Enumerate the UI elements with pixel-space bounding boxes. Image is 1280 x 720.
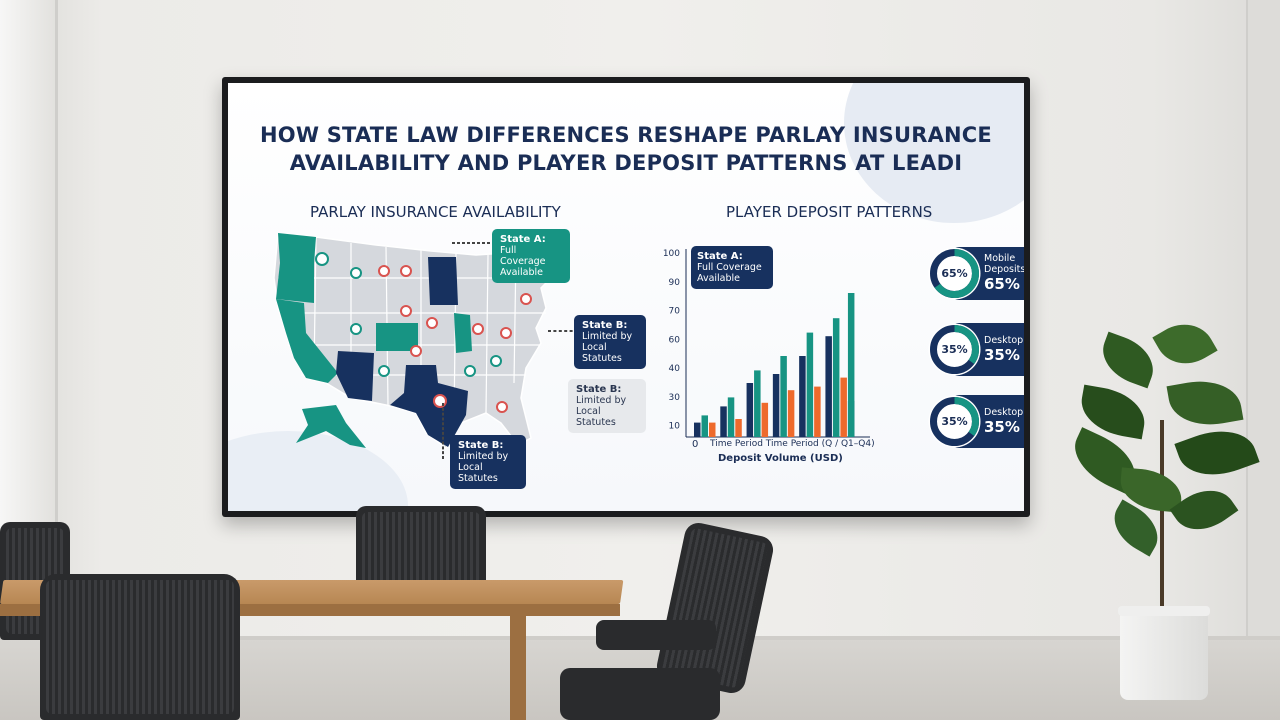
monitor-screen: HOW STATE LAW DIFFERENCES RESHAPE PARLAY… xyxy=(228,83,1024,511)
y-tick-label: 10 xyxy=(669,422,681,432)
bar xyxy=(772,374,780,437)
donut-label: Mobile xyxy=(984,253,1016,264)
y-tick-label: 30 xyxy=(669,393,681,403)
state-colorado xyxy=(376,323,418,351)
state-california xyxy=(276,299,338,383)
title-line-2: AVAILABILITY AND PLAYER DEPOSIT PATTERNS… xyxy=(289,151,963,175)
state-oregon xyxy=(276,263,314,303)
donut-card-mobile: Mobile Deposits: 65% 65% xyxy=(928,247,1024,300)
bar xyxy=(780,356,787,437)
y-tick-label: 100 xyxy=(663,249,680,259)
wall-column xyxy=(1246,0,1280,660)
donut-percent: 65% xyxy=(941,267,968,280)
donut-card-desktop-2: Desktop: 35% 35% xyxy=(928,395,1024,448)
bar xyxy=(847,293,855,437)
bar xyxy=(754,370,761,437)
callout-leader xyxy=(452,242,490,244)
bar xyxy=(720,406,727,437)
bar xyxy=(825,336,832,437)
table-leg xyxy=(510,612,526,720)
bar xyxy=(840,377,847,437)
bar xyxy=(799,356,806,437)
bar xyxy=(727,397,735,437)
donut-ring xyxy=(928,395,981,448)
plant-stem xyxy=(1160,420,1164,616)
donut-label: Desktop: xyxy=(984,335,1024,346)
donut-value: 65% xyxy=(984,275,1020,293)
state-texas xyxy=(390,365,468,447)
donut-value: 35% xyxy=(984,418,1020,436)
status-markers xyxy=(315,252,532,413)
y-tick-label: 70 xyxy=(669,307,681,317)
bar xyxy=(746,383,754,437)
state-alaska xyxy=(296,405,366,448)
chair-seat xyxy=(560,668,720,720)
donut-value: 35% xyxy=(984,346,1020,364)
plant-pot xyxy=(1118,606,1210,700)
state-arizona xyxy=(336,351,374,401)
map-callout-state-a: State A: Full Coverage Available xyxy=(492,229,570,283)
donut-percent: 35% xyxy=(941,343,968,356)
bar xyxy=(787,390,795,437)
bar xyxy=(694,422,701,437)
infographic-title: HOW STATE LAW DIFFERENCES RESHAPE PARLAY… xyxy=(228,121,1024,177)
deposit-bar-chart: 100 90 70 60 40 30 10 xyxy=(663,249,870,438)
donut-ring xyxy=(928,323,981,376)
bar xyxy=(735,419,742,437)
state-washington xyxy=(278,233,316,263)
chair-armrest xyxy=(596,620,716,650)
chair-back-foreground xyxy=(40,574,240,720)
bar xyxy=(709,422,716,437)
x-zero-label: 0 xyxy=(692,439,699,450)
donut-arc xyxy=(930,397,979,446)
donut-ring xyxy=(928,247,981,300)
map-callout-state-b-bottom: State B: Limited by Local Statutes xyxy=(450,435,526,489)
y-tick-label: 60 xyxy=(669,335,681,345)
donut-arc xyxy=(930,249,979,298)
donut-card-desktop: Desktop: 35% 35% xyxy=(928,323,1024,376)
map-section-title: PARLAY INSURANCE AVAILABILITY xyxy=(310,203,561,221)
x-axis-title: Deposit Volume (USD) xyxy=(718,453,843,464)
callout-leader xyxy=(442,403,444,459)
donut-label-2: Deposits: xyxy=(984,264,1024,275)
chart-section-title: PLAYER DEPOSIT PATTERNS xyxy=(726,203,933,221)
wall-monitor: HOW STATE LAW DIFFERENCES RESHAPE PARLAY… xyxy=(222,77,1030,517)
state-minnesota xyxy=(428,257,458,305)
x-tick-label: Time Period Time Period (Q / Q1–Q4) xyxy=(710,439,875,449)
map-callout-state-b-grey: State B: Limited by Local Statutes xyxy=(568,379,646,433)
donut-arc xyxy=(930,325,979,374)
chart-callout-state-a: State A: Full Coverage Available xyxy=(691,246,773,289)
bar xyxy=(832,318,840,437)
y-tick-label: 40 xyxy=(669,364,681,374)
title-line-1: HOW STATE LAW DIFFERENCES RESHAPE PARLAY… xyxy=(260,123,992,147)
map-callout-state-b: State B: Limited by Local Statutes xyxy=(574,315,646,369)
donut-label: Desktop: xyxy=(984,407,1024,418)
bar xyxy=(806,332,814,437)
bar xyxy=(701,415,708,437)
us-state-map xyxy=(273,233,568,450)
state-illinois xyxy=(454,313,472,353)
bar xyxy=(761,402,769,437)
y-tick-label: 90 xyxy=(669,278,681,288)
bar xyxy=(814,386,821,437)
donut-percent: 35% xyxy=(941,415,968,428)
